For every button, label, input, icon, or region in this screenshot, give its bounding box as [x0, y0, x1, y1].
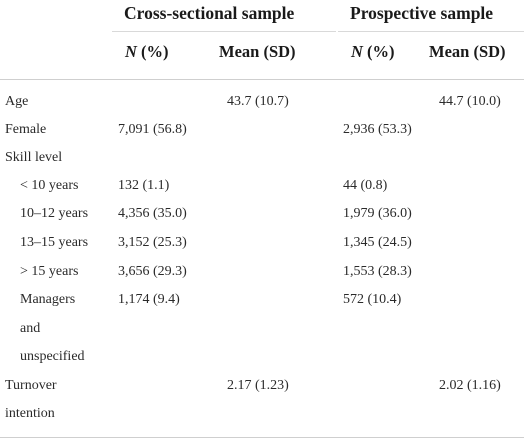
row-label-managers-and: and [20, 321, 41, 336]
n-italic: N [125, 42, 137, 61]
cell-lt10-n-1: 132 (1.1) [118, 178, 170, 193]
row-label-gt15: > 15 years [20, 264, 79, 279]
header-rule [0, 79, 524, 80]
subheader-n-pct-1: N (%) [125, 42, 169, 62]
bottom-rule [0, 437, 524, 438]
row-label-skill-level: Skill level [5, 150, 63, 165]
cell-gt15-n-2: 1,553 (28.3) [343, 264, 412, 279]
row-label-turnover: Turnover [5, 378, 57, 393]
subheader-mean-sd-2: Mean (SD) [429, 42, 506, 61]
cell-female-n-2: 2,936 (53.3) [343, 122, 412, 137]
cell-13-15-n-2: 1,345 (24.5) [343, 235, 412, 250]
cell-gt15-n-1: 3,656 (29.3) [118, 264, 187, 279]
cell-10-12-n-2: 1,979 (36.0) [343, 206, 412, 221]
cell-age-mean-1: 43.7 (10.7) [227, 94, 289, 109]
pct-text: (%) [362, 42, 395, 61]
cell-turnover-mean-1: 2.17 (1.23) [227, 378, 289, 393]
group-header-cross-sectional: Cross-sectional sample [124, 3, 295, 23]
cell-lt10-n-2: 44 (0.8) [343, 178, 388, 193]
row-label-managers: Managers [20, 292, 76, 307]
row-label-10-12: 10–12 years [20, 206, 89, 221]
pct-text: (%) [136, 42, 169, 61]
cell-turnover-mean-2: 2.02 (1.16) [439, 378, 501, 393]
group-header-prospective: Prospective sample [350, 3, 494, 23]
row-label-female: Female [5, 122, 47, 137]
cell-age-mean-2: 44.7 (10.0) [439, 94, 501, 109]
subheader-mean-sd-1: Mean (SD) [219, 42, 296, 61]
row-label-13-15: 13–15 years [20, 235, 89, 250]
row-label-age: Age [5, 94, 29, 109]
row-label-lt10: < 10 years [20, 178, 79, 193]
group-rule-prospective [338, 31, 524, 32]
row-label-managers-unspecified: unspecified [20, 349, 85, 364]
cell-female-n-1: 7,091 (56.8) [118, 122, 187, 137]
cell-13-15-n-1: 3,152 (25.3) [118, 235, 187, 250]
row-label-turnover-intention: intention [5, 406, 55, 421]
group-rule-cross-sectional [112, 31, 336, 32]
subheader-n-pct-2: N (%) [351, 42, 395, 62]
cell-managers-n-1: 1,174 (9.4) [118, 292, 180, 307]
n-italic: N [351, 42, 363, 61]
cell-managers-n-2: 572 (10.4) [343, 292, 402, 307]
cell-10-12-n-1: 4,356 (35.0) [118, 206, 187, 221]
